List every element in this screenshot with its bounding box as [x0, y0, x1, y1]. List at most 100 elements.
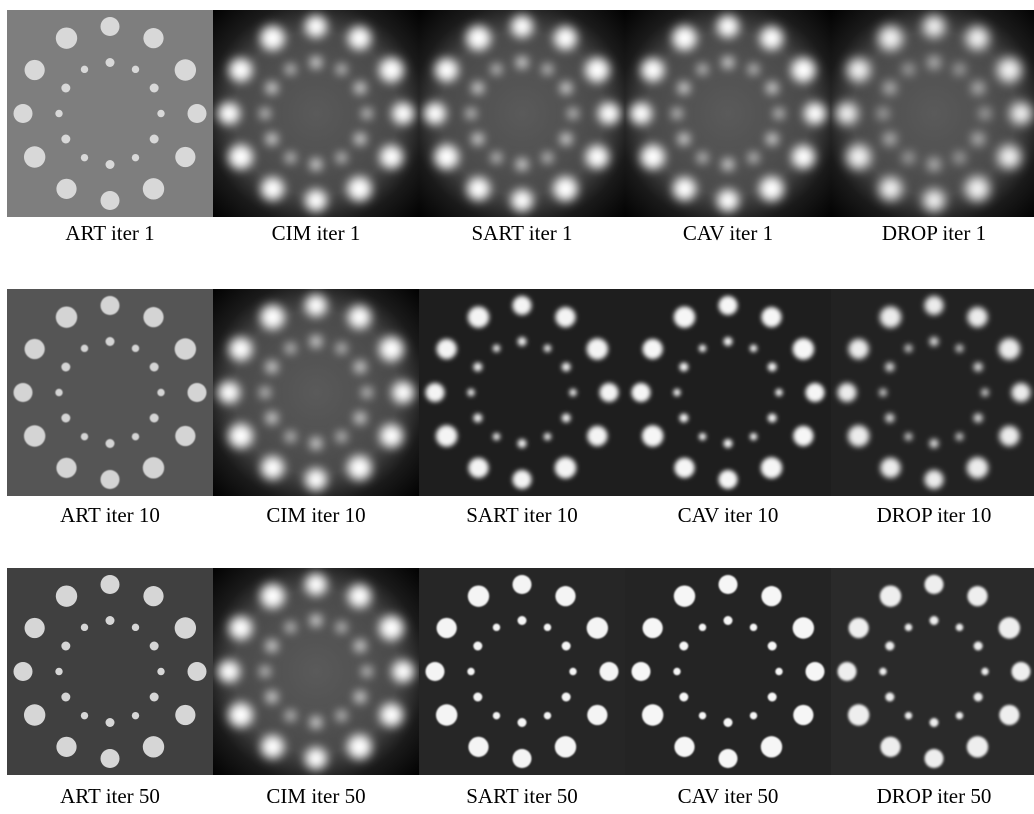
small-disk [518, 337, 527, 346]
large-disk [305, 295, 327, 317]
panel-image [7, 289, 213, 496]
large-disk [555, 307, 575, 327]
small-disk [750, 712, 757, 719]
panel [419, 289, 625, 496]
large-disk [643, 339, 663, 359]
large-disk [632, 662, 651, 681]
large-disk [218, 103, 240, 125]
large-disk [305, 190, 327, 212]
small-disk [61, 135, 70, 144]
small-disk [518, 616, 527, 625]
small-disk [956, 624, 963, 631]
panel-image [831, 289, 1034, 496]
large-disk [175, 617, 196, 638]
large-disk [348, 585, 371, 608]
small-disk [673, 389, 680, 396]
small-disk [885, 693, 894, 702]
small-disk [132, 624, 139, 631]
small-disk [311, 57, 322, 68]
small-disk [467, 389, 474, 396]
panel-caption: ART iter 50 [60, 784, 160, 808]
large-disk [555, 457, 576, 478]
panel-caption: CIM iter 1 [272, 221, 361, 245]
small-disk [905, 345, 912, 352]
small-disk [106, 160, 115, 169]
large-disk [228, 703, 252, 727]
panel-caption: ART iter 10 [60, 503, 160, 527]
small-disk [150, 693, 159, 702]
large-disk [56, 179, 76, 199]
large-disk [305, 469, 327, 491]
panel-caption: SART iter 10 [466, 503, 578, 527]
large-disk [879, 177, 902, 200]
small-disk [61, 693, 70, 702]
large-disk [587, 338, 608, 359]
small-disk [679, 414, 688, 423]
large-disk [101, 470, 120, 489]
small-disk [472, 134, 483, 145]
small-disk [355, 413, 366, 424]
panel [7, 289, 213, 496]
panel-image [625, 289, 831, 496]
small-disk [929, 57, 940, 68]
small-disk [981, 668, 988, 675]
small-disk [544, 624, 551, 631]
panel-image [831, 10, 1034, 217]
large-disk [761, 457, 782, 478]
large-disk [511, 16, 533, 38]
panel-image [419, 10, 625, 217]
small-disk [157, 389, 164, 396]
large-disk [56, 306, 77, 327]
large-disk [261, 735, 284, 758]
large-disk [14, 662, 33, 681]
small-disk [266, 692, 277, 703]
large-disk [793, 705, 813, 725]
large-disk [466, 26, 490, 50]
small-disk [311, 717, 322, 728]
large-disk [511, 190, 533, 212]
small-disk [132, 345, 139, 352]
small-disk [473, 363, 482, 372]
small-disk [672, 109, 681, 118]
small-disk [466, 109, 475, 118]
large-disk [925, 575, 944, 594]
panel-caption: CAV iter 10 [678, 503, 779, 527]
large-disk [305, 574, 327, 596]
large-disk [791, 58, 815, 82]
small-disk [561, 134, 572, 145]
large-disk [673, 177, 696, 200]
small-disk [768, 693, 777, 702]
small-disk [956, 712, 963, 719]
panel-image [831, 568, 1034, 775]
large-disk [587, 426, 607, 446]
small-disk [311, 336, 322, 347]
large-disk [966, 27, 989, 50]
small-disk [81, 66, 88, 73]
panel-image [213, 568, 419, 775]
panel-caption: DROP iter 10 [877, 503, 992, 527]
small-disk [699, 433, 706, 440]
large-disk [426, 383, 445, 402]
small-disk [679, 642, 688, 651]
large-disk [672, 26, 696, 50]
small-disk [569, 389, 576, 396]
small-disk [544, 345, 551, 352]
small-disk [337, 711, 346, 720]
figure: ART iter 1CIM iter 1SART iter 1CAV iter … [0, 0, 1034, 814]
large-disk [379, 58, 403, 82]
small-disk [132, 712, 139, 719]
small-disk [879, 389, 886, 396]
small-disk [543, 65, 552, 74]
large-disk [674, 458, 694, 478]
small-disk [562, 693, 571, 702]
small-disk [132, 433, 139, 440]
small-disk [905, 712, 912, 719]
large-disk [806, 662, 825, 681]
small-disk [355, 692, 366, 703]
large-disk [260, 305, 284, 329]
small-disk [678, 134, 689, 145]
large-disk [143, 457, 164, 478]
small-disk [885, 642, 894, 651]
large-disk [56, 737, 76, 757]
small-disk [723, 159, 734, 170]
